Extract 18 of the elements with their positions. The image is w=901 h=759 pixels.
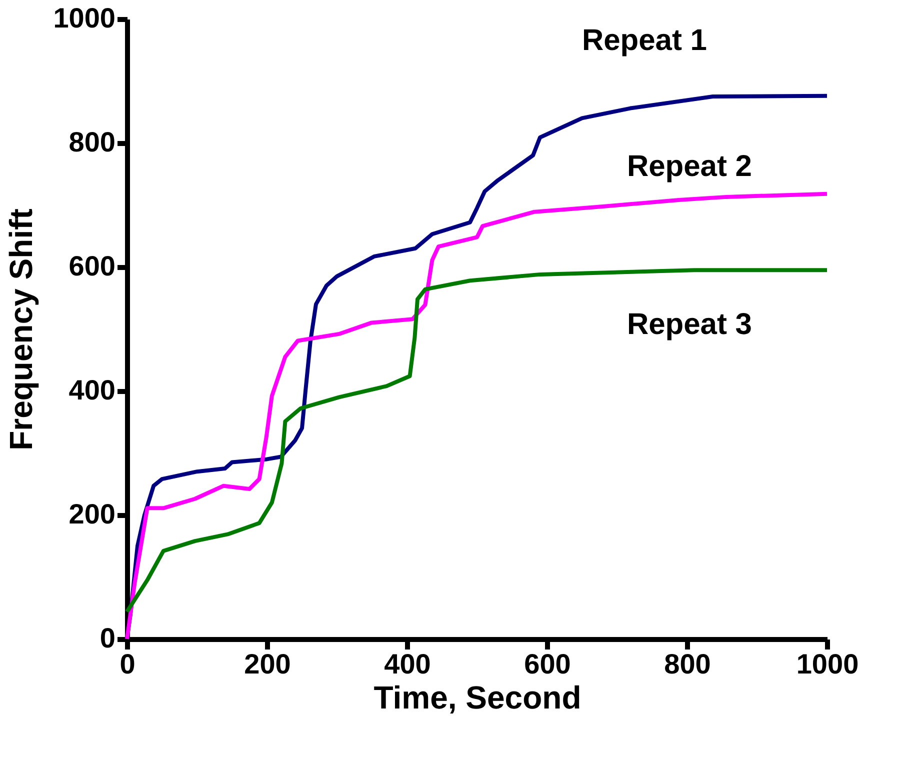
x-axis-title: Time, Second (374, 680, 582, 716)
line-series (125, 268, 829, 614)
x-tick-label: 600 (524, 648, 571, 680)
y-tick-label: 400 (68, 374, 116, 406)
x-tick-label: 0 (120, 648, 136, 680)
x-tick-label: 1000 (796, 648, 859, 680)
y-axis-title: Frequency Shift (3, 208, 40, 450)
y-tick-label: 200 (68, 498, 116, 530)
series-label: Repeat 1 (582, 24, 707, 57)
y-tick-label: 800 (68, 126, 116, 158)
x-tick-label: 200 (244, 648, 291, 680)
y-tick-label: 1000 (53, 2, 116, 34)
series-label: Repeat 2 (626, 150, 752, 183)
series-label: Repeat 3 (626, 308, 752, 342)
x-tick-label: 400 (384, 648, 431, 680)
y-tick-label: 0 (100, 622, 116, 654)
y-tick-label: 600 (68, 250, 116, 282)
x-tick-label: 800 (664, 648, 711, 680)
